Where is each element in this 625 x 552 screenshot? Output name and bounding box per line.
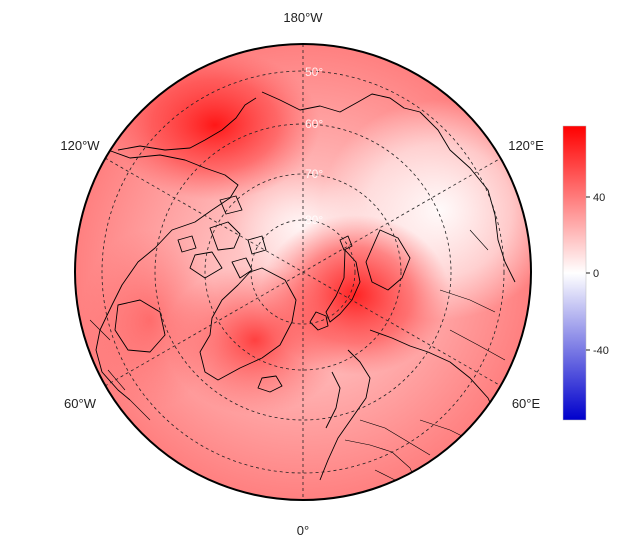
map-boundary <box>74 43 532 501</box>
alaska-coast <box>117 97 257 151</box>
novaya-zemlya <box>325 249 361 323</box>
lat-label-70: 70° <box>305 167 323 181</box>
meridian-60w-120e <box>104 157 502 387</box>
colorbar-label-0: 0 <box>593 268 599 280</box>
colorbar-gradient <box>563 126 586 420</box>
north-america-coast <box>95 149 239 401</box>
canadian-archipelago <box>177 195 267 279</box>
greenland-coast <box>199 267 297 381</box>
siberia-coast <box>419 111 516 283</box>
lon-label-120e: 120°E <box>508 138 544 153</box>
lat-80-circle <box>250 219 356 325</box>
scandinavia-coast <box>319 349 371 481</box>
lon-label-60e: 60°E <box>512 396 541 411</box>
colorbar: 40 0 -40 <box>562 125 609 421</box>
lat-label-50: 50° <box>305 65 323 79</box>
lon-label-0: 0° <box>297 523 309 538</box>
lon-label-180w: 180°W <box>283 10 323 25</box>
colorbar-label-neg40: -40 <box>593 345 609 357</box>
asia-borders <box>419 229 506 446</box>
lon-label-60w: 60°W <box>64 396 97 411</box>
canada-borders <box>89 319 151 421</box>
svalbard <box>309 311 329 331</box>
lat-label-80: 80° <box>305 213 323 227</box>
anomaly-field <box>75 44 531 500</box>
taymyr <box>365 229 411 291</box>
chukotka-coast <box>261 91 421 113</box>
franz-josef <box>339 235 353 251</box>
iceland <box>257 375 283 393</box>
russia-europe-coast <box>369 329 499 421</box>
lat-70-circle <box>204 173 402 371</box>
hudson-bay <box>114 299 166 353</box>
lon-label-120w: 120°W <box>60 138 100 153</box>
colorbar-label-40: 40 <box>593 192 605 204</box>
lat-50-circle <box>101 70 505 474</box>
meridians <box>104 44 502 500</box>
coastlines <box>89 91 516 491</box>
lat-label-60: 60° <box>305 117 323 131</box>
